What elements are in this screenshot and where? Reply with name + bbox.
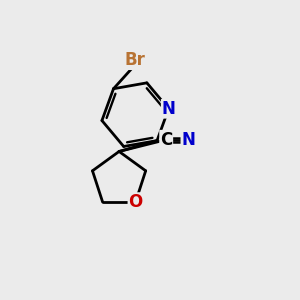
Text: N: N [181, 131, 195, 149]
Text: Br: Br [125, 51, 146, 69]
Text: N: N [162, 100, 176, 118]
Text: O: O [128, 193, 142, 211]
Text: C: C [160, 131, 172, 149]
